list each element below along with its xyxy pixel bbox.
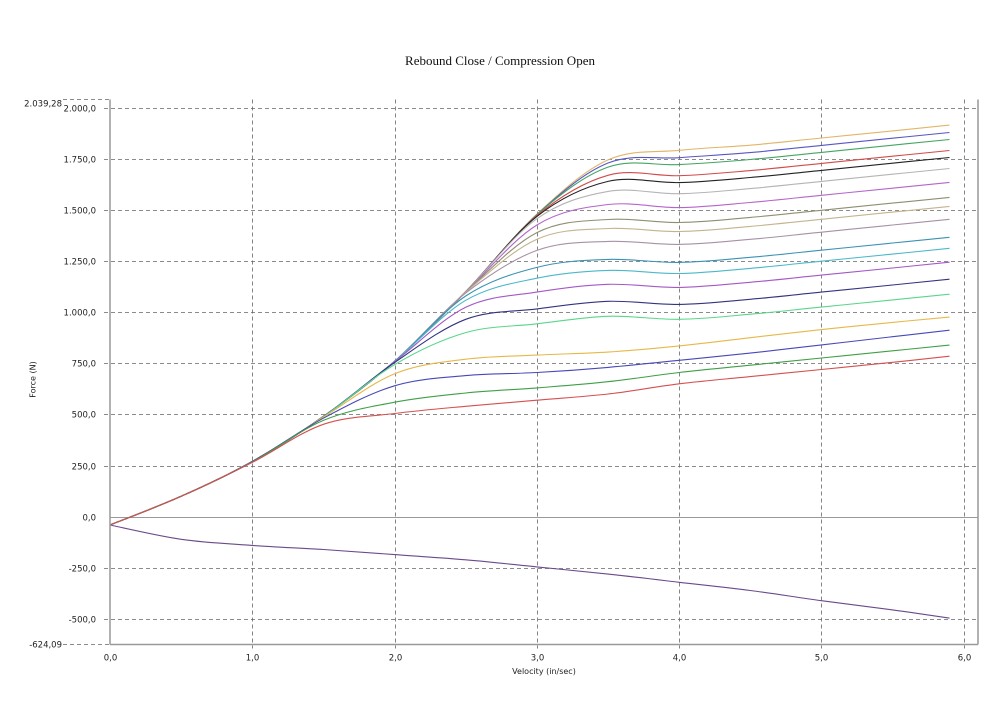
- y-tick-label: 1.500,0: [64, 207, 96, 217]
- series-line-18: [109, 344, 950, 526]
- y-tick-label: 250,0: [72, 463, 96, 473]
- x-axis-label: Velocity (in/sec): [512, 667, 576, 676]
- series-line-3: [109, 138, 950, 526]
- axes: [109, 99, 979, 646]
- series-line-2: [109, 131, 950, 526]
- x-tick-label: 2,0: [389, 654, 403, 664]
- series-line-10: [109, 218, 950, 526]
- grid: [63, 99, 978, 649]
- x-tick-label: 4,0: [673, 654, 687, 664]
- y-tick-label: 1.250,0: [64, 258, 96, 268]
- y-tick-label: 0,0: [82, 514, 96, 524]
- chart-title: Rebound Close / Compression Open: [405, 53, 595, 68]
- y-tick-label: -250,0: [69, 565, 96, 575]
- y-tick-label: 1.000,0: [64, 309, 96, 319]
- series-line-17: [109, 329, 950, 526]
- series-line-14: [109, 278, 950, 526]
- series-line-15: [109, 293, 950, 526]
- y-min-label: -624,09: [29, 641, 62, 651]
- x-tick-label: 1,0: [246, 654, 260, 664]
- series-line-11: [109, 236, 950, 526]
- x-tick-label: 5,0: [815, 654, 829, 664]
- y-tick-label: -500,0: [69, 616, 96, 626]
- y-tick-label: 750,0: [72, 360, 96, 370]
- series-line-8: [109, 196, 950, 526]
- series-line-13: [109, 261, 950, 526]
- y-tick-label: 1.750,0: [64, 156, 96, 166]
- x-tick-label: 0,0: [104, 654, 118, 664]
- x-tick-label: 3,0: [531, 654, 545, 664]
- y-tick-label: 500,0: [72, 411, 96, 421]
- series-line-19: [109, 355, 950, 526]
- x-tick-label: 6,0: [958, 654, 972, 664]
- tick-labels: 2.000,0 1.750,0 1.500,0 1.250,0 1.000,0 750,0…: [24, 100, 971, 664]
- y-max-label: 2.039,28: [24, 100, 62, 110]
- series-line-9: [109, 205, 950, 526]
- series-lines: [109, 124, 950, 619]
- series-line-16: [109, 316, 950, 526]
- y-tick-label: 2.000,0: [64, 105, 96, 115]
- series-line-20: [109, 524, 950, 619]
- series-line-4: [109, 149, 950, 526]
- series-line-7: [109, 181, 950, 526]
- series-line-12: [109, 247, 950, 526]
